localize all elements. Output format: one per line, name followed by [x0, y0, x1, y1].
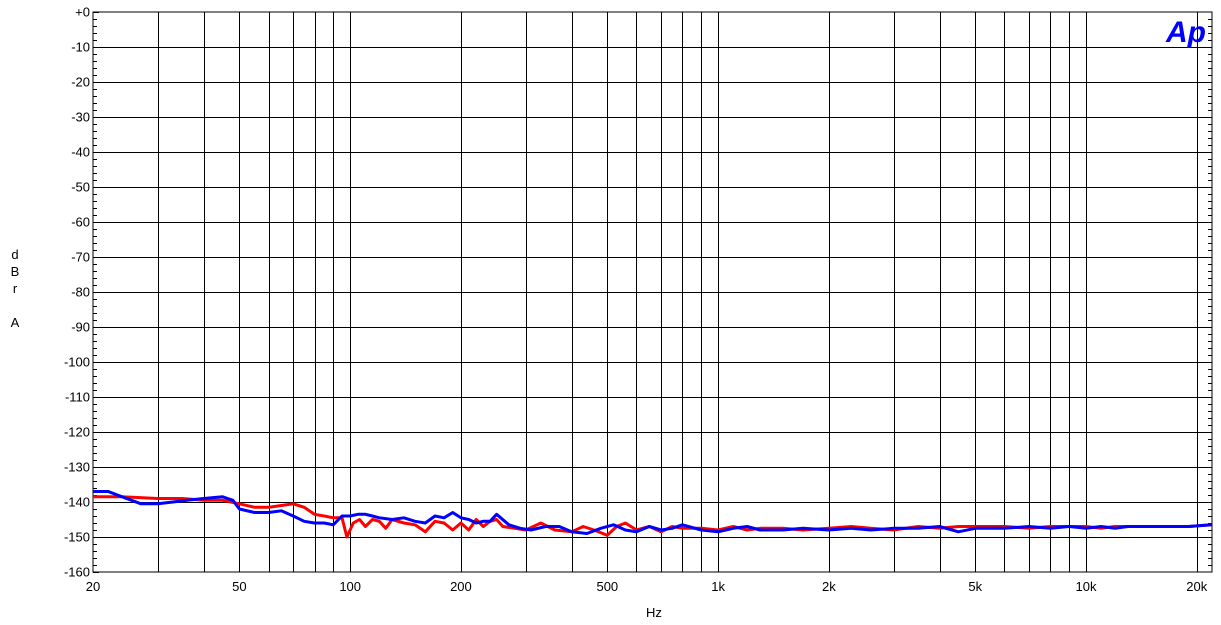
x-tick-label: 500 — [596, 579, 618, 594]
x-tick-labels: 20 50 100 200 500 1k 2k 5k 10k 20k — [86, 579, 1208, 594]
x-tick-label: 1k — [711, 579, 725, 594]
y-tick-label: -20 — [71, 75, 90, 90]
y-tick-label: -60 — [71, 215, 90, 230]
y-tick-label: +0 — [75, 5, 90, 20]
y-tick-label: -30 — [71, 110, 90, 125]
y-tick-label: -150 — [64, 530, 90, 545]
major-grid — [93, 12, 1212, 572]
y-tick-label: -140 — [64, 495, 90, 510]
x-tick-label: 50 — [232, 579, 246, 594]
series-group — [93, 490, 1213, 539]
x-tick-label: 100 — [339, 579, 361, 594]
y-axis-title-letter: A — [11, 315, 20, 330]
y-tick-label: -120 — [64, 425, 90, 440]
series-line-1 — [93, 495, 1213, 539]
y-tick-label: -50 — [71, 180, 90, 195]
y-tick-labels: +0 -10 -20 -30 -40 -50 -60 -70 -80 -90 -100 -110 -12… — [64, 5, 90, 580]
x-tick-label: 10k — [1076, 579, 1097, 594]
x-tick-label: 200 — [450, 579, 472, 594]
y-tick-label: -40 — [71, 145, 90, 160]
plot-frame — [92, 11, 1213, 573]
y-tick-label: -10 — [71, 40, 90, 55]
series-line-2 — [93, 490, 1213, 535]
y-axis-title: dBr A — [11, 247, 20, 330]
y-axis-title-letter: d — [11, 247, 18, 262]
y-tick-label: -130 — [64, 460, 90, 475]
y-tick-label: -110 — [65, 390, 90, 405]
ap-logo: Ap — [1165, 16, 1206, 49]
y-tick-label: -160 — [64, 565, 90, 580]
y-tick-label: -80 — [71, 285, 90, 300]
x-tick-label: 2k — [822, 579, 836, 594]
x-tick-label: 20 — [86, 579, 100, 594]
x-tick-label: 20k — [1186, 579, 1207, 594]
y-tick-label: -100 — [64, 355, 90, 370]
x-axis-title: Hz — [646, 605, 662, 620]
y-axis-title-letter: r — [13, 281, 18, 296]
y-axis-title-letter: B — [11, 264, 20, 279]
x-tick-label: 5k — [968, 579, 982, 594]
y-tick-label: -70 — [71, 250, 90, 265]
y-tick-label: -90 — [71, 320, 90, 335]
